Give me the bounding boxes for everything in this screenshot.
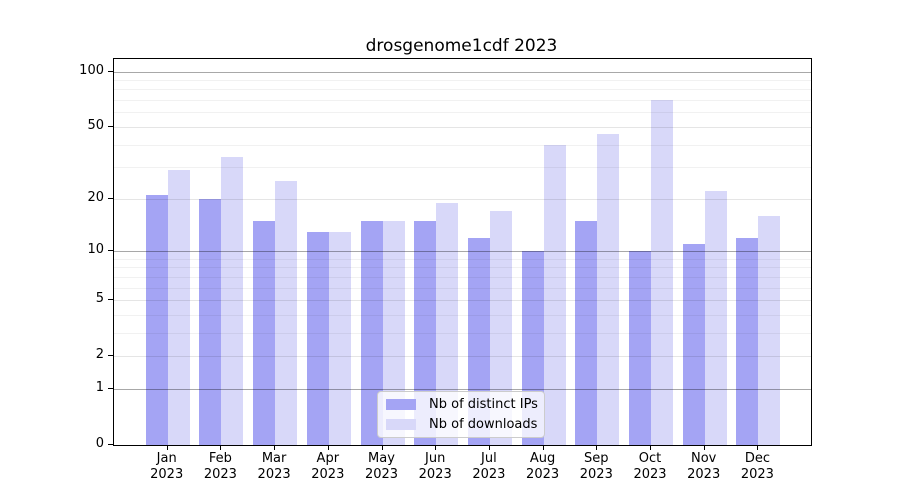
gridline-9 [114,258,811,260]
bar-ips-mar [253,220,276,445]
legend-swatch-ips [386,399,416,410]
gridline-100 [114,71,811,73]
gridline-90 [114,80,811,81]
legend-swatch-downloads [386,419,416,430]
x-tick-mark-may [381,445,383,450]
bar-downloads-may [382,220,405,445]
gridline-5 [114,300,811,301]
x-tick-label-jan: Jan 2023 [150,451,184,482]
plot-area [113,58,812,446]
x-tick-label-mar: Mar 2023 [257,451,291,482]
bar-downloads-nov [704,191,727,445]
x-tick-label-jun: Jun 2023 [418,451,452,482]
x-tick-label-aug: Aug 2023 [526,451,560,482]
bar-ips-sep [575,220,598,445]
y-tick-mark-5 [108,299,113,300]
bar-ips-jun [414,220,437,445]
x-tick-mark-oct [650,445,651,450]
bar-downloads-dec [758,215,781,445]
gridline-3 [114,332,811,334]
x-tick-mark-aug [542,445,544,450]
gridline-7 [114,276,811,278]
legend-label-downloads: Nb of downloads [429,417,538,432]
x-tick-mark-jan [166,445,168,450]
bar-ips-jan [145,194,168,445]
gridline-30 [114,167,811,169]
y-tick-label-50: 50 [87,117,104,133]
x-tick-mark-sep [596,445,598,450]
x-tick-mark-nov [703,445,705,450]
gridline-8 [114,267,811,269]
bar-downloads-jul [489,211,512,445]
bar-ips-oct [629,251,651,445]
y-tick-label-5: 5 [95,291,104,306]
bar-downloads-oct [651,100,673,445]
x-tick-label-apr: Apr 2023 [311,451,345,482]
x-tick-label-sep: Sep 2023 [579,451,613,482]
gridline-70 [114,100,811,102]
bar-ips-nov [682,243,705,445]
bar-downloads-apr [328,231,351,445]
gridline-4 [114,314,811,316]
y-tick-label-1: 1 [95,379,104,395]
y-tick-mark-100 [108,70,113,72]
bar-downloads-aug [543,144,566,445]
x-tick-label-jul: Jul 2023 [472,451,506,482]
gridline-6 [114,287,811,289]
y-tick-label-100: 100 [79,62,104,78]
gridline-1 [114,388,811,390]
x-tick-label-may: May 2023 [364,451,399,482]
bar-downloads-jun [436,202,459,445]
x-tick-mark-dec [757,445,759,450]
y-tick-mark-1 [108,387,113,389]
gridline-40 [114,144,811,146]
y-tick-mark-50 [108,125,113,127]
y-tick-label-20: 20 [87,189,104,205]
gridline-80 [114,89,811,91]
y-tick-mark-10 [108,250,113,251]
x-tick-mark-apr [327,445,329,450]
x-tick-mark-feb [220,445,222,450]
bar-ips-may [360,220,383,445]
bar-downloads-jan [167,169,190,445]
legend: Nb of distinct IPs Nb of downloads [377,391,545,438]
y-tick-label-2: 2 [95,347,104,363]
y-tick-mark-0 [108,444,113,445]
bar-ips-dec [736,237,759,445]
legend-item-distinct-ips: Nb of distinct IPs [386,395,538,415]
x-tick-label-feb: Feb 2023 [203,451,237,482]
y-tick-label-0: 0 [95,436,104,451]
x-tick-label-dec: Dec 2023 [740,451,774,482]
x-tick-mark-jul [488,445,490,450]
gridline-10 [114,251,811,252]
x-tick-mark-mar [274,445,276,450]
bar-ips-apr [306,231,329,445]
x-tick-label-oct: Oct 2023 [633,451,667,482]
bar-downloads-feb [221,157,244,445]
bar-downloads-mar [275,181,298,445]
bar-ips-feb [199,198,222,445]
gridline-20 [114,198,811,200]
x-tick-mark-jun [435,445,437,450]
gridline-2 [114,356,811,358]
y-tick-mark-2 [108,355,113,357]
x-tick-label-nov: Nov 2023 [687,451,721,482]
chart-title: drosgenome1cdf 2023 [365,36,558,56]
gridline-50 [114,126,811,128]
bar-downloads-sep [597,133,620,445]
legend-label-distinct-ips: Nb of distinct IPs [429,397,538,412]
y-tick-label-10: 10 [87,242,104,257]
y-tick-mark-20 [108,197,113,199]
legend-item-downloads: Nb of downloads [386,415,538,435]
gridline-60 [114,112,811,114]
